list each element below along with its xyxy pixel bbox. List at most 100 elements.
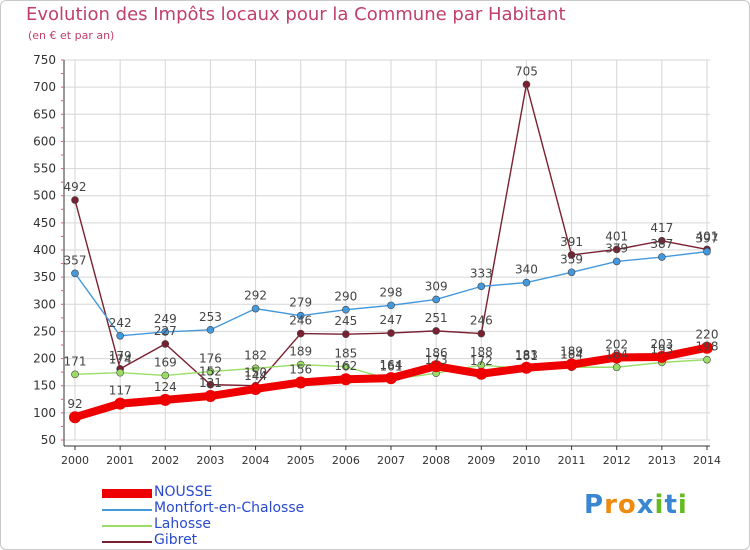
y-tick-label-350: 350	[33, 270, 56, 284]
data-label-lahosse-2011: 184	[560, 347, 583, 361]
data-label-montfort-en-chalosse-2004: 292	[244, 289, 267, 303]
data-label-lahosse-2010: 181	[515, 349, 538, 363]
chart-subtitle: (en € et par an)	[28, 29, 115, 42]
point-montfort-en-chalosse-2012	[612, 257, 621, 266]
data-label-montfort-en-chalosse-2001: 242	[109, 316, 132, 330]
point-nousse-2014	[701, 341, 713, 354]
logo-letter: t	[664, 490, 678, 520]
y-tick-label-650: 650	[33, 107, 56, 121]
data-label-gibret-2006: 245	[334, 314, 357, 328]
data-label-montfort-en-chalosse-2014: 397	[696, 232, 719, 246]
point-nousse-2007	[385, 372, 397, 385]
point-nousse-2006	[339, 373, 352, 386]
point-gibret-2008	[432, 327, 440, 335]
point-montfort-en-chalosse-2013	[658, 253, 666, 261]
point-montfort-en-chalosse-2014	[703, 247, 711, 256]
data-label-gibret-2014: 401	[696, 229, 719, 243]
point-lahosse-2012	[612, 363, 621, 372]
data-label-nousse-2008: 186	[425, 346, 448, 360]
y-tick-label-550: 550	[33, 162, 56, 176]
data-label-montfort-en-chalosse-2000: 357	[64, 253, 87, 267]
data-label-montfort-en-chalosse-2009: 333	[470, 266, 493, 280]
x-tick-label-2010: 2010	[512, 454, 540, 467]
data-label-montfort-en-chalosse-2011: 359	[560, 252, 583, 266]
x-tick-label-2001: 2001	[106, 454, 134, 467]
y-tick-label-250: 250	[33, 324, 56, 338]
data-label-nousse-2003: 131	[199, 376, 222, 390]
y-tick-label-100: 100	[33, 406, 56, 420]
data-label-montfort-en-chalosse-2006: 290	[334, 290, 357, 304]
point-montfort-en-chalosse-2007	[387, 301, 395, 310]
data-label-nousse-2010: 183	[515, 348, 538, 362]
point-lahosse-2004	[251, 364, 260, 373]
data-label-montfort-en-chalosse-2002: 249	[154, 312, 177, 326]
point-montfort-en-chalosse-2010	[522, 278, 531, 287]
data-label-lahosse-2013: 193	[650, 342, 673, 356]
y-tick-label-50: 50	[41, 433, 56, 447]
x-tick-label-2000: 2000	[61, 454, 89, 467]
data-label-montfort-en-chalosse-2005: 279	[289, 296, 312, 310]
point-nousse-2008	[430, 360, 443, 373]
y-tick-label-150: 150	[33, 379, 56, 393]
data-label-gibret-2000: 492	[64, 180, 87, 194]
point-montfort-en-chalosse-2003	[206, 325, 215, 334]
y-tick-label-200: 200	[33, 352, 56, 366]
x-tick-label-2004: 2004	[242, 454, 270, 467]
point-montfort-en-chalosse-2002	[161, 328, 170, 336]
point-lahosse-2014	[703, 355, 711, 364]
data-label-lahosse-2012: 184	[605, 347, 628, 361]
line-chart: 50 100 150 200 250 300 350 400 450 500 550 600 650 70…	[33, 53, 721, 467]
data-label-gibret-2007: 247	[380, 313, 403, 327]
point-gibret-2009	[477, 329, 486, 338]
data-label-lahosse-2009: 188	[470, 345, 493, 359]
logo-letter: P	[584, 490, 605, 520]
data-label-lahosse-2007: 161	[380, 360, 403, 374]
data-label-lahosse-2006: 185	[334, 347, 357, 361]
data-label-gibret-2011: 391	[560, 235, 583, 249]
x-tick-label-2007: 2007	[377, 454, 405, 467]
logo-letter: i	[677, 490, 688, 520]
point-montfort-en-chalosse-2005	[296, 311, 305, 320]
point-lahosse-2001	[116, 368, 124, 377]
legend-swatch-lahosse	[102, 525, 152, 527]
data-label-nousse-2006: 162	[334, 359, 357, 373]
data-label-lahosse-2002: 169	[154, 355, 177, 369]
y-tick-label-750: 750	[33, 53, 56, 67]
data-label-nousse-2012: 202	[605, 337, 628, 351]
data-label-nousse-2002: 124	[154, 380, 177, 394]
point-nousse-2004	[249, 382, 262, 395]
point-gibret-2003	[206, 380, 215, 389]
data-label-gibret-2004: 150	[244, 366, 267, 380]
data-label-gibret-2005: 246	[289, 314, 312, 328]
data-label-gibret-2009: 246	[470, 314, 493, 328]
y-tick-label-700: 700	[33, 80, 56, 94]
point-lahosse-2006	[342, 362, 350, 371]
data-label-gibret-2001: 179	[109, 349, 132, 363]
legend-label-montfort-en-chalosse: Montfort-en-Chalosse	[154, 500, 305, 516]
point-montfort-en-chalosse-2011	[567, 268, 576, 277]
y-tick-label-600: 600	[33, 134, 56, 148]
data-label-nousse-2014: 220	[696, 328, 719, 342]
point-nousse-2009	[475, 367, 488, 380]
point-nousse-2000	[69, 411, 81, 424]
x-tick-label-2014: 2014	[693, 454, 721, 467]
x-tick-label-2013: 2013	[648, 454, 676, 467]
point-montfort-en-chalosse-2009	[477, 282, 486, 291]
point-gibret-2000	[71, 196, 79, 204]
point-lahosse-2003	[206, 367, 215, 376]
data-label-lahosse-2003: 176	[199, 352, 222, 366]
data-label-nousse-2005: 156	[289, 362, 312, 376]
logo-letter: r	[604, 490, 618, 520]
point-gibret-2006	[342, 330, 350, 338]
data-label-gibret-2002: 227	[154, 324, 177, 338]
data-label-montfort-en-chalosse-2007: 298	[380, 285, 403, 299]
point-montfort-en-chalosse-2008	[432, 295, 440, 304]
data-label-lahosse-2001: 174	[109, 353, 132, 367]
proxiti-logo: Proxiti	[584, 490, 688, 520]
x-tick-label-2005: 2005	[287, 454, 315, 467]
point-nousse-2002	[159, 393, 172, 406]
x-tick-label-2003: 2003	[196, 454, 224, 467]
data-label-nousse-2001: 117	[109, 384, 132, 398]
x-tick-label-2011: 2011	[558, 454, 586, 467]
